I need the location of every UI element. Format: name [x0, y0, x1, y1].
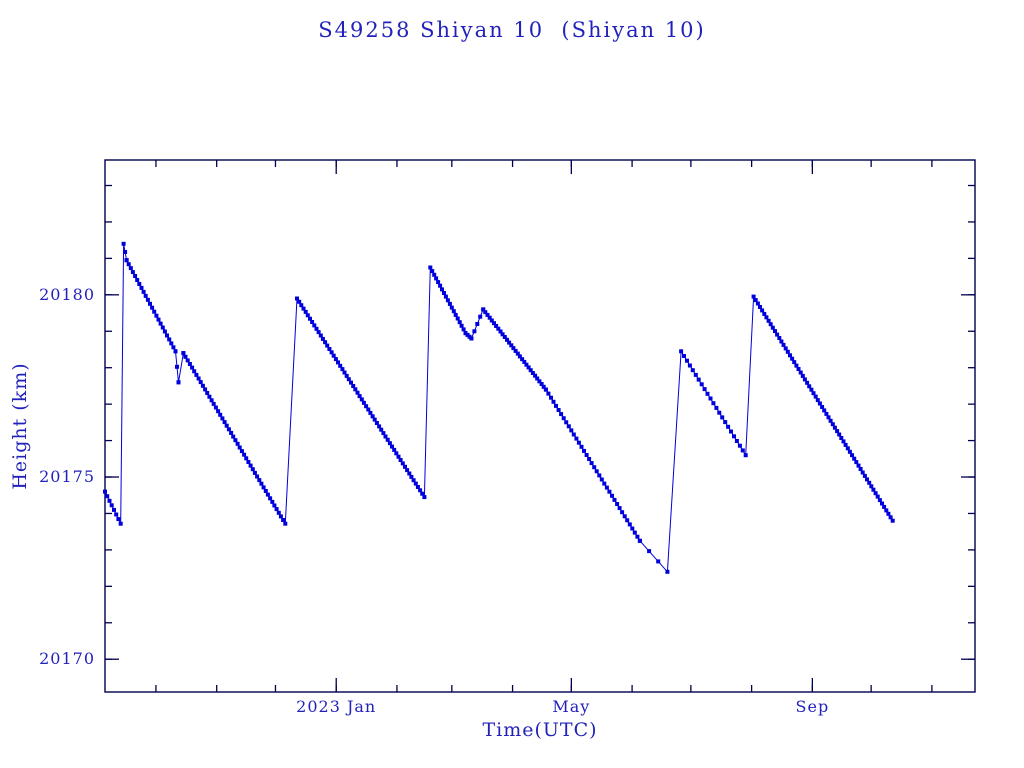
data-line — [104, 243, 894, 574]
axis-ticks — [105, 160, 975, 692]
x-axis-label: Time(UTC) — [482, 719, 598, 741]
y-axis-label: Height (km) — [9, 362, 31, 490]
x-tick-label: May — [552, 697, 590, 716]
y-tick-label: 20180 — [39, 285, 95, 304]
x-tick-label: 2023 Jan — [296, 697, 376, 716]
x-tick-label: Sep — [796, 697, 830, 716]
chart-title: S49258 Shiyan 10 (Shiyan 10) — [318, 18, 706, 42]
data-markers — [103, 241, 895, 574]
y-tick-label: 20170 — [39, 649, 95, 668]
plot-frame — [104, 159, 976, 693]
y-tick-label: 20175 — [39, 467, 95, 486]
tick-labels: 2023 Jan May Sep 20170 20175 20180 — [39, 285, 830, 716]
